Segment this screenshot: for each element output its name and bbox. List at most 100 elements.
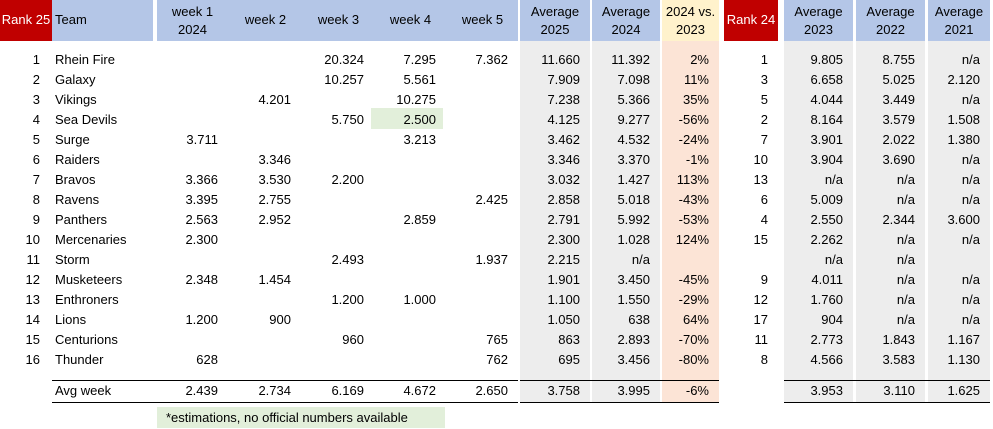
cell-r24: 7 [760,132,768,147]
cell-a21: n/a [961,312,980,327]
cell-team: Storm [55,252,90,267]
cell-w2 [230,230,291,250]
cell-rank: 10 [25,232,40,247]
week3-header: week 3 [317,12,360,27]
cell-a24: 1.550 [617,292,650,307]
cell-a21: 2.120 [947,72,980,87]
cell-w5 [447,130,508,150]
cell-a24: 4.532 [617,132,650,147]
cell-a23: 8.164 [810,112,843,127]
week2-header: week 2 [244,12,287,27]
cell-a21: 1.130 [947,352,980,367]
cell-vs: 11% [683,72,709,87]
cell-w1 [157,150,218,170]
cell-team: Mercenaries [55,232,127,247]
cell-w5: 7.362 [475,52,508,67]
cell-w2 [230,250,291,270]
cell-r24: 15 [753,232,768,247]
avg-week-label: Avg week [55,383,112,398]
cell-w1 [157,50,218,70]
cell-a23: n/a [824,172,843,187]
avg-a21: 1.625 [947,383,980,398]
cell-a22: 3.690 [882,152,915,167]
rank24-header: Rank 24 [726,12,776,27]
cell-w4: 2.500 [403,112,436,127]
header-bg-a22 [856,0,925,41]
cell-w5: 762 [486,352,508,367]
cell-w1: 1.200 [185,312,218,327]
cell-w4: 1.000 [403,292,436,307]
cell-w2: 2.952 [258,212,291,227]
cell-w2 [230,290,291,310]
cell-w3: 20.324 [324,52,364,67]
cell-a22: n/a [896,272,915,287]
cell-rank: 11 [26,252,41,267]
cell-a25: 1.901 [547,272,580,287]
cell-w1: 3.366 [185,172,218,187]
avg-bottom-line [52,402,518,403]
cell-a21: 1.508 [947,112,980,127]
cell-a21: n/a [961,92,980,107]
cell-a23: 6.658 [810,72,843,87]
avg2021-header: Average [934,4,984,19]
cell-w4: 10.275 [396,92,436,107]
cell-w5 [447,110,508,130]
cell-vs: -70% [678,332,709,347]
cell-a24: 11.392 [611,52,650,67]
estimate-highlight [371,108,443,129]
cell-w2: 3.530 [258,172,291,187]
cell-a21: n/a [961,172,980,187]
cell-a22: n/a [896,292,915,307]
avg-bottom-line-3 [784,402,990,403]
cell-rank: 6 [32,152,40,167]
cell-r24: 8 [760,352,768,367]
cell-a22: n/a [896,312,915,327]
avg2025-header: Average [530,4,580,19]
cell-rank: 16 [25,352,40,367]
avg2024-header-year: 2024 [611,22,641,37]
rank25-header-bg [0,0,52,41]
cell-a21: n/a [961,292,980,307]
cell-w1 [157,90,218,110]
cell-a22: 1.843 [882,332,915,347]
cell-w4 [375,150,436,170]
vs-header-year: 2023 [676,22,705,37]
cell-a23: n/a [824,252,843,267]
cell-vs: -24% [678,132,709,147]
cell-a25: 3.462 [547,132,580,147]
cell-team: Galaxy [55,72,96,87]
cell-w4 [375,350,436,370]
rank25-header: Rank 25 [1,12,51,27]
note-bg [157,407,445,428]
cell-w5: 765 [486,332,508,347]
cell-r24: 6 [760,192,768,207]
header-bg-a21 [928,0,990,41]
cell-a23: 9.805 [810,52,843,67]
cell-rank: 12 [25,272,40,287]
cell-a24: 2.893 [617,332,650,347]
avg-separator-line-2 [520,380,719,381]
cell-rank: 14 [25,312,40,327]
cell-w1: 3.395 [185,192,218,207]
avg-vs: -6% [685,383,709,398]
cell-r24: 5 [760,92,768,107]
cell-a23: 1.760 [810,292,843,307]
cell-r24: 10 [753,152,768,167]
avg-w5: 2.650 [475,383,508,398]
cell-a24: 5.992 [617,212,650,227]
cell-a25: 7.238 [547,92,580,107]
cell-a22: n/a [896,232,915,247]
cell-a21: n/a [961,52,980,67]
cell-vs: 124% [675,232,709,247]
cell-w4: 3.213 [403,132,436,147]
avg2022-header: Average [866,4,915,19]
avg2021-header-year: 2021 [944,22,974,37]
cell-w1 [157,250,218,270]
cell-w5: 2.425 [475,192,508,207]
cell-vs: 2% [690,52,709,67]
cell-a25: 2.215 [547,252,580,267]
cell-vs: 35% [682,92,709,107]
cell-w1: 2.300 [185,232,218,247]
cell-a23: 5.009 [810,192,843,207]
cell-rank: 2 [32,72,40,87]
